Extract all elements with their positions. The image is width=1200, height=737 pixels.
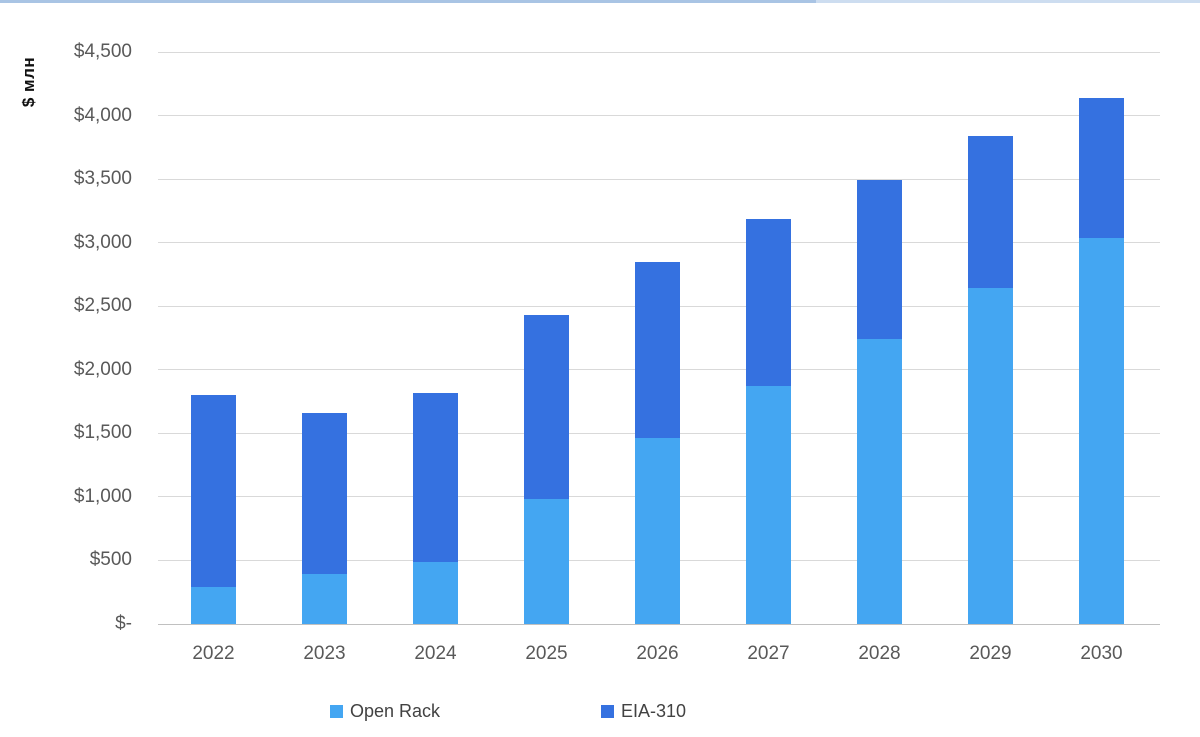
y-tick-label: $3,500 bbox=[73, 168, 132, 190]
y-tick-label: $1,500 bbox=[73, 422, 132, 444]
x-tick-label: 2025 bbox=[525, 643, 568, 664]
bar-segment-open-rack[interactable] bbox=[857, 339, 902, 624]
bar-segment-open-rack[interactable] bbox=[302, 574, 347, 624]
bar-segment-open-rack[interactable] bbox=[746, 386, 791, 624]
legend-swatch-icon bbox=[601, 704, 614, 718]
bar-2023 bbox=[302, 52, 347, 624]
y-tick-label: $500 bbox=[89, 549, 132, 571]
gridline bbox=[158, 115, 1160, 117]
x-tick-label: 2030 bbox=[1080, 643, 1123, 664]
plot-area bbox=[158, 51, 1160, 625]
bar-segment-eia-310[interactable] bbox=[1079, 97, 1124, 238]
bar-2029 bbox=[968, 52, 1013, 624]
bar-2028 bbox=[857, 52, 902, 624]
bar-segment-eia-310[interactable] bbox=[968, 135, 1013, 289]
legend-item-open-rack[interactable]: Open Rack bbox=[330, 698, 440, 724]
y-tick-label: $- bbox=[115, 613, 132, 634]
gridline bbox=[158, 51, 1160, 53]
bar-2025 bbox=[524, 52, 569, 624]
y-tick-label: $4,500 bbox=[73, 41, 132, 62]
bar-2026 bbox=[635, 52, 680, 624]
bar-segment-eia-310[interactable] bbox=[524, 315, 569, 500]
bar-segment-eia-310[interactable] bbox=[191, 395, 236, 588]
chart-legend: Open Rack EIA-310 bbox=[0, 698, 1200, 724]
bar-segment-open-rack[interactable] bbox=[635, 438, 680, 624]
y-tick-label: $2,000 bbox=[73, 358, 132, 380]
y-tick-label: $3,000 bbox=[73, 231, 132, 253]
x-tick-label: 2022 bbox=[192, 643, 235, 664]
bar-segment-open-rack[interactable] bbox=[191, 587, 236, 624]
x-tick-label: 2023 bbox=[303, 643, 346, 664]
legend-label: EIA-310 bbox=[621, 700, 687, 721]
y-tick-label: $4,000 bbox=[73, 104, 132, 126]
y-tick-label: $2,500 bbox=[73, 295, 132, 317]
bar-2027 bbox=[746, 52, 791, 624]
bar-segment-eia-310[interactable] bbox=[746, 218, 791, 387]
bar-segment-open-rack[interactable] bbox=[968, 288, 1013, 624]
bar-segment-open-rack[interactable] bbox=[524, 499, 569, 624]
bar-segment-open-rack[interactable] bbox=[1079, 237, 1124, 624]
legend-item-eia-310[interactable]: EIA-310 bbox=[601, 698, 686, 724]
window-top-border bbox=[0, 0, 1200, 3]
x-tick-label: 2028 bbox=[858, 643, 901, 664]
bar-2022 bbox=[191, 52, 236, 624]
x-axis-tick-labels: 2022 2023 2024 2025 2026 2027 2028 2029 2030 bbox=[158, 643, 1160, 667]
x-tick-label: 2024 bbox=[414, 643, 457, 664]
y-tick-label: $1,000 bbox=[73, 485, 132, 507]
bar-segment-eia-310[interactable] bbox=[413, 392, 458, 562]
bar-segment-eia-310[interactable] bbox=[857, 180, 902, 340]
legend-label: Open Rack bbox=[350, 700, 441, 721]
x-tick-label: 2026 bbox=[636, 643, 679, 664]
bar-2024 bbox=[413, 52, 458, 624]
bar-2030 bbox=[1079, 52, 1124, 624]
bar-segment-eia-310[interactable] bbox=[302, 413, 347, 575]
x-tick-label: 2029 bbox=[969, 643, 1012, 664]
x-tick-label: 2027 bbox=[747, 643, 790, 664]
legend-swatch-icon bbox=[330, 704, 343, 718]
gridline bbox=[158, 178, 1160, 180]
x-axis-line bbox=[158, 624, 1160, 625]
y-axis-tick-labels: $- $500 $1,000 $1,500 $2,000 $2,500 $3,000 $3,5… bbox=[0, 42, 132, 634]
bar-segment-eia-310[interactable] bbox=[635, 261, 680, 439]
bar-segment-open-rack[interactable] bbox=[413, 561, 458, 624]
gridline bbox=[158, 242, 1160, 244]
